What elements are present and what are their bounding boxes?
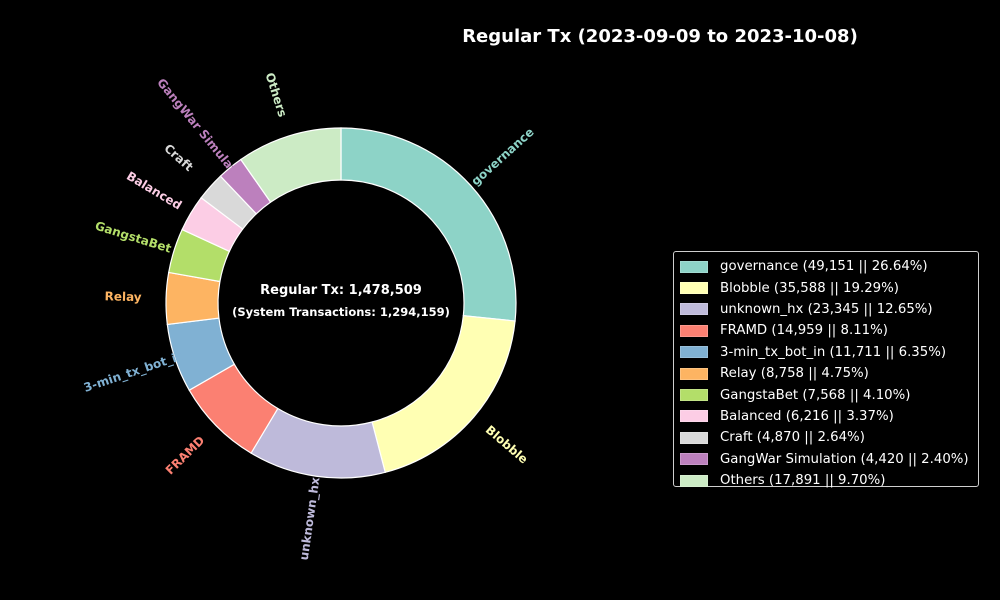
legend-label: GangstaBet (7,568 || 4.10%)	[720, 387, 911, 403]
legend-label: Craft (4,870 || 2.64%)	[720, 430, 865, 446]
center-total-label: Regular Tx: 1,478,509	[260, 283, 422, 298]
legend-label: unknown_hx (23,345 || 12.65%)	[720, 301, 933, 317]
chart-legend: governance (49,151 || 26.64%) Blobble (35…	[673, 251, 979, 488]
legend-item: FRAMD (14,959 || 8.11%)	[680, 320, 972, 341]
legend-item: Craft (4,870 || 2.64%)	[680, 427, 972, 448]
slice-label-blobble: Blobble	[483, 423, 531, 467]
legend-swatch	[680, 453, 708, 466]
slice-label-unknown-hx: unknown_hx	[297, 476, 324, 561]
legend-swatch	[680, 324, 708, 337]
legend-label: 3-min_tx_bot_in (11,711 || 6.35%)	[720, 344, 947, 360]
slice-label-craft: Craft	[161, 141, 196, 174]
legend-item: GangWar Simulation (4,420 || 2.40%)	[680, 449, 972, 470]
center-system-label: (System Transactions: 1,294,159)	[232, 305, 450, 319]
legend-item: 3-min_tx_bot_in (11,711 || 6.35%)	[680, 342, 972, 363]
legend-item: Blobble (35,588 || 19.29%)	[680, 277, 972, 298]
legend-swatch	[680, 282, 708, 295]
legend-swatch	[680, 367, 708, 380]
legend-swatch	[680, 389, 708, 402]
legend-swatch	[680, 346, 708, 359]
slice-label-gangstabet: GangstaBet	[93, 219, 173, 256]
legend-item: unknown_hx (23,345 || 12.65%)	[680, 299, 972, 320]
chart-title: Regular Tx (2023-09-09 to 2023-10-08)	[462, 26, 858, 47]
legend-item: GangstaBet (7,568 || 4.10%)	[680, 384, 972, 405]
legend-label: Relay (8,758 || 4.75%)	[720, 366, 869, 382]
slice-label-balanced: Balanced	[124, 169, 184, 213]
slice-label-framd: FRAMD	[163, 433, 208, 477]
slice-label-governance: governance	[468, 125, 536, 188]
donut-slice-others	[240, 127, 342, 203]
legend-swatch	[680, 410, 708, 423]
slice-label-relay: Relay	[104, 289, 142, 304]
legend-item: governance (49,151 || 26.64%)	[680, 256, 972, 277]
slice-label-others: Others	[263, 71, 290, 119]
slice-label-gangwar-simulation: GangWar Simulation	[154, 76, 253, 192]
slice-label-3-min-tx-bot-in: 3-min_tx_bot_in	[82, 348, 187, 396]
donut-slice-blobble	[371, 315, 516, 474]
legend-item: Others (17,891 || 9.70%)	[680, 470, 972, 491]
legend-label: FRAMD (14,959 || 8.11%)	[720, 323, 888, 339]
legend-item: Relay (8,758 || 4.75%)	[680, 363, 972, 384]
legend-swatch	[680, 260, 708, 273]
legend-label: Balanced (6,216 || 3.37%)	[720, 408, 894, 424]
legend-item: Balanced (6,216 || 3.37%)	[680, 406, 972, 427]
legend-label: Blobble (35,588 || 19.29%)	[720, 280, 899, 296]
legend-swatch	[680, 431, 708, 444]
legend-swatch	[680, 303, 708, 316]
legend-swatch	[680, 474, 708, 487]
legend-label: GangWar Simulation (4,420 || 2.40%)	[720, 451, 969, 467]
legend-label: governance (49,151 || 26.64%)	[720, 259, 928, 275]
legend-label: Others (17,891 || 9.70%)	[720, 473, 886, 489]
